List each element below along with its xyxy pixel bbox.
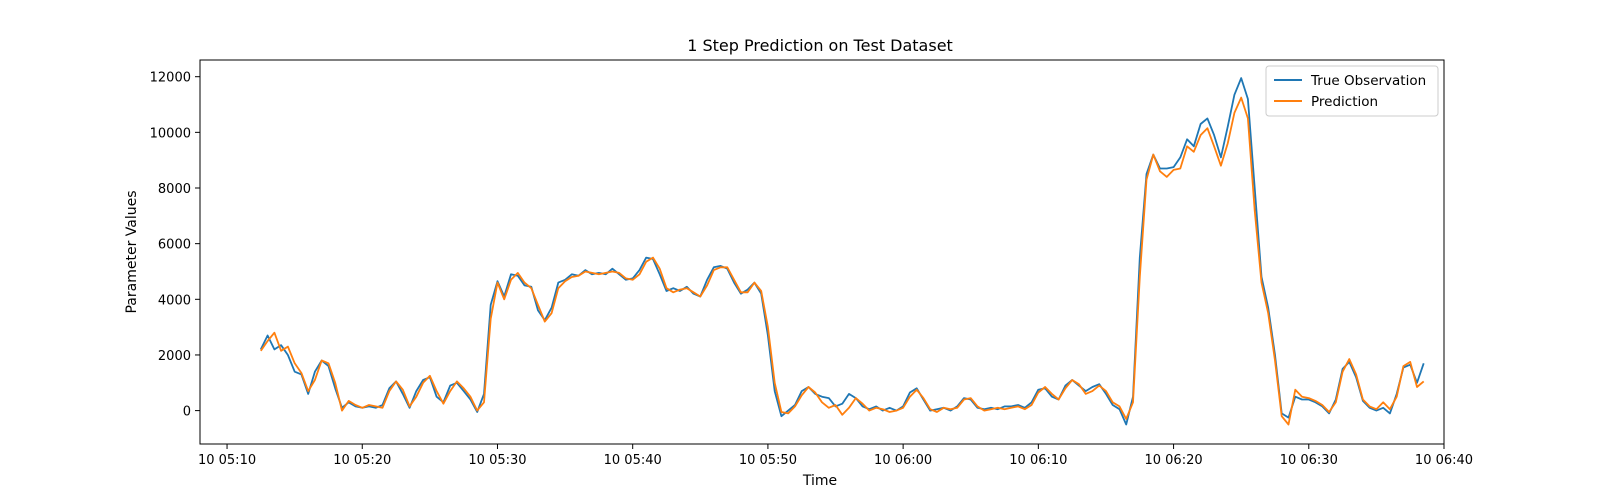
y-tick-label: 12000 bbox=[150, 71, 191, 86]
y-axis-label: Parameter Values bbox=[124, 190, 140, 313]
y-tick-label: 6000 bbox=[158, 238, 191, 253]
x-tick-label: 10 06:40 bbox=[1415, 453, 1473, 468]
chart-title: 1 Step Prediction on Test Dataset bbox=[687, 36, 953, 55]
y-tick-label: 4000 bbox=[158, 293, 191, 308]
y-tick-label: 10000 bbox=[150, 126, 191, 141]
x-axis: 10 05:10 10 05:20 10 05:30 10 05:40 10 05:50… bbox=[198, 444, 1473, 468]
x-tick-label: 10 06:20 bbox=[1144, 453, 1202, 468]
x-tick-label: 10 06:10 bbox=[1009, 453, 1067, 468]
y-tick-label: 0 bbox=[183, 405, 191, 420]
y-tick-label: 8000 bbox=[158, 182, 191, 197]
x-tick-label: 10 05:30 bbox=[468, 453, 526, 468]
x-tick-label: 10 05:10 bbox=[198, 453, 256, 468]
legend-entry-label: True Observation bbox=[1310, 73, 1426, 89]
x-tick-label: 10 06:30 bbox=[1280, 453, 1338, 468]
series-layer bbox=[259, 77, 1425, 426]
y-tick-label: 2000 bbox=[158, 349, 191, 364]
y-axis: 0 2000 4000 6000 8000 10000 12000 bbox=[150, 71, 200, 420]
legend-entry-label: Prediction bbox=[1311, 94, 1378, 110]
legend-box bbox=[1265, 65, 1439, 117]
x-axis-label: Time bbox=[802, 473, 837, 489]
x-tick-label: 10 05:50 bbox=[739, 453, 797, 468]
x-tick-label: 10 05:20 bbox=[333, 453, 391, 468]
x-tick-label: 10 06:00 bbox=[874, 453, 932, 468]
series-line-prediction bbox=[260, 96, 1425, 426]
plot-area-frame bbox=[199, 59, 1445, 445]
x-tick-label: 10 05:40 bbox=[604, 453, 662, 468]
legend: True Observation Prediction bbox=[1265, 65, 1439, 117]
